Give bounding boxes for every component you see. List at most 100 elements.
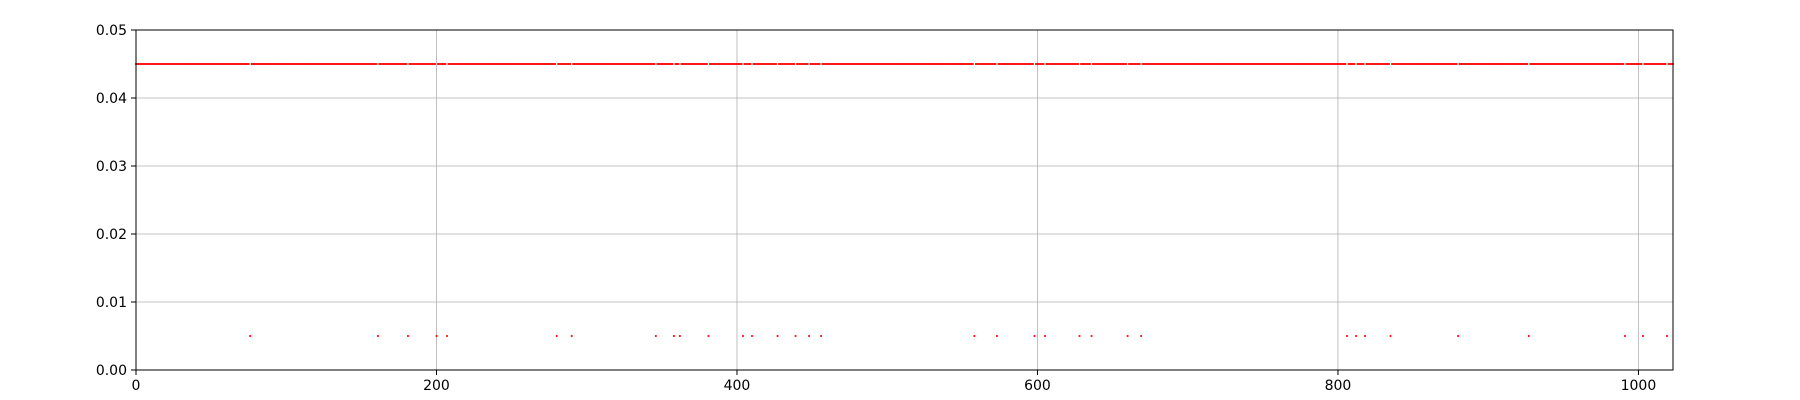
data-point-high xyxy=(739,63,741,65)
data-point-high xyxy=(1406,63,1408,65)
data-point-high xyxy=(937,63,940,65)
data-point-high xyxy=(999,63,1001,65)
data-point-high xyxy=(1610,63,1613,65)
data-point-high xyxy=(1027,63,1030,65)
data-point-high xyxy=(1544,63,1547,65)
data-point-high xyxy=(781,63,783,65)
data-point-high xyxy=(147,63,149,65)
data-point-high xyxy=(1125,63,1128,65)
data-point-high xyxy=(941,63,944,65)
data-point-low xyxy=(1090,335,1093,337)
data-point-high xyxy=(982,63,985,65)
data-point-high xyxy=(1615,63,1617,65)
data-point-high xyxy=(733,63,735,65)
data-point-high xyxy=(1152,63,1155,65)
data-point-high xyxy=(404,63,406,65)
data-point-high xyxy=(647,63,650,65)
data-point-high xyxy=(1566,63,1569,65)
data-point-high xyxy=(495,63,498,65)
data-point-high xyxy=(1035,63,1037,65)
data-point-high xyxy=(1137,63,1140,65)
data-point-high xyxy=(710,63,713,65)
data-point-high xyxy=(1000,63,1003,65)
data-point-high xyxy=(967,63,970,65)
data-point-low xyxy=(570,335,573,337)
data-point-high xyxy=(650,63,653,65)
data-point-high xyxy=(420,63,423,65)
data-point-high xyxy=(360,63,363,65)
data-point-high xyxy=(842,63,845,65)
data-point-high xyxy=(1467,63,1470,65)
data-point-high xyxy=(1095,63,1097,65)
data-point-high xyxy=(755,63,758,65)
data-point-high xyxy=(700,63,702,65)
data-point-low xyxy=(776,335,779,337)
data-point-high xyxy=(279,63,282,65)
data-point-high xyxy=(426,63,429,65)
data-point-high xyxy=(1009,63,1012,65)
data-point-high xyxy=(611,63,614,65)
data-point-high xyxy=(659,63,662,65)
data-point-high xyxy=(355,63,358,65)
data-point-high xyxy=(1273,63,1276,65)
data-point-high xyxy=(521,63,524,65)
data-point-high xyxy=(1313,63,1315,65)
data-point-high xyxy=(689,63,692,65)
data-point-high xyxy=(1658,63,1661,65)
data-point-high xyxy=(1569,63,1572,65)
data-point-high xyxy=(1023,63,1025,65)
data-point-high xyxy=(401,63,403,65)
data-point-high xyxy=(829,63,832,65)
data-point-high xyxy=(1370,63,1372,65)
data-point-high xyxy=(871,63,874,65)
data-point-high xyxy=(231,63,234,65)
data-point-high xyxy=(1428,63,1431,65)
data-point-high xyxy=(1361,63,1363,65)
data-point-high xyxy=(343,63,346,65)
data-point-high xyxy=(357,63,360,65)
data-point-high xyxy=(1618,63,1620,65)
data-point-high xyxy=(327,63,330,65)
data-point-high xyxy=(1304,63,1306,65)
data-point-high xyxy=(943,63,946,65)
data-point-high xyxy=(1050,63,1052,65)
data-point-high xyxy=(1509,63,1512,65)
data-point-high xyxy=(1353,63,1356,65)
data-point-high xyxy=(214,63,217,65)
data-point-high xyxy=(818,63,821,65)
data-point-high xyxy=(839,63,842,65)
data-point-high xyxy=(1213,63,1216,65)
data-point-high xyxy=(1383,63,1386,65)
data-point-high xyxy=(812,63,815,65)
data-point-high xyxy=(1572,63,1575,65)
data-point-high xyxy=(1418,63,1420,65)
data-point-high xyxy=(862,63,865,65)
data-point-high xyxy=(458,63,460,65)
data-point-high xyxy=(560,63,563,65)
data-point-high xyxy=(207,63,210,65)
data-point-high xyxy=(663,63,666,65)
data-point-high xyxy=(775,63,777,65)
data-point-high xyxy=(766,63,768,65)
data-point-high xyxy=(558,63,561,65)
data-point-high xyxy=(1563,63,1566,65)
data-point-high xyxy=(605,63,608,65)
data-point-high xyxy=(265,63,268,65)
data-point-low xyxy=(446,335,448,337)
data-point-high xyxy=(1458,63,1461,65)
data-point-high xyxy=(501,63,504,65)
data-point-high xyxy=(300,63,303,65)
data-point-high xyxy=(1451,63,1454,65)
data-point-high xyxy=(1648,63,1650,65)
data-point-high xyxy=(1430,63,1433,65)
data-point-high xyxy=(1005,63,1007,65)
data-point-high xyxy=(1150,63,1153,65)
data-point-high xyxy=(1631,63,1634,65)
data-point-high xyxy=(1128,63,1131,65)
data-point-high xyxy=(1640,63,1643,65)
data-point-high xyxy=(1652,63,1655,65)
data-point-high xyxy=(1415,63,1417,65)
data-point-high xyxy=(157,63,160,65)
data-point-high xyxy=(450,63,453,65)
data-point-high xyxy=(1446,63,1449,65)
